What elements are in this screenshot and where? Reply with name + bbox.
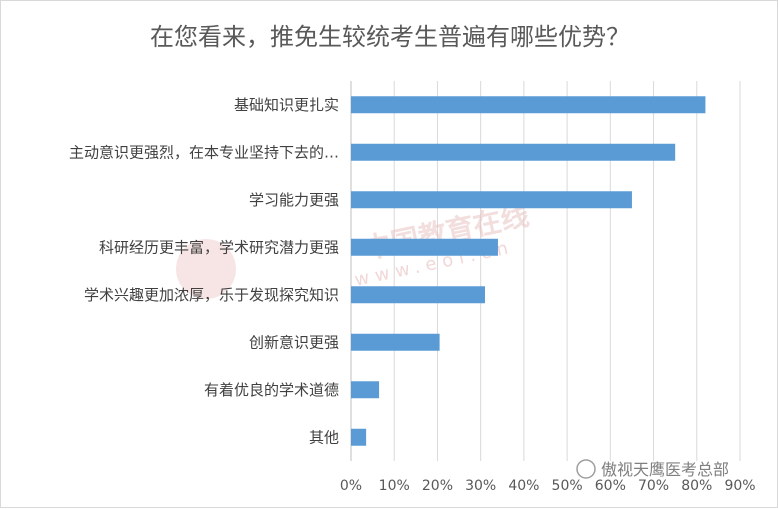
x-tick-label: 60% bbox=[595, 478, 626, 494]
bar bbox=[351, 143, 676, 161]
source-watermark: 傲视天鹰医考总部 bbox=[576, 459, 729, 479]
category-label: 学术兴趣更加浓厚，乐于发现探究知识 bbox=[84, 286, 339, 304]
category-label: 科研经历更丰富，学术研究潜力更强 bbox=[99, 238, 339, 256]
bar bbox=[351, 96, 706, 114]
x-tick-label: 10% bbox=[379, 478, 410, 494]
watermark-logo-icon bbox=[176, 239, 236, 299]
chart-title: 在您看来，推免生较统考生普遍有哪些优势？ bbox=[150, 23, 630, 51]
category-label: 基础知识更扎实 bbox=[234, 96, 339, 114]
category-label: 学习能力更强 bbox=[249, 191, 339, 209]
category-label: 其他 bbox=[309, 428, 339, 446]
x-axis-ticks: 0% 10% 20% 30% 40% 50% 60% 70% 80% 90% bbox=[340, 478, 756, 494]
x-tick-label: 90% bbox=[724, 478, 755, 494]
category-label: 有着优良的学术道德 bbox=[204, 381, 339, 399]
category-label: 主动意识更强烈，在本专业坚持下去的… bbox=[69, 143, 339, 161]
x-tick-label: 20% bbox=[422, 478, 453, 494]
bar bbox=[351, 238, 498, 256]
x-tick-label: 70% bbox=[638, 478, 669, 494]
bar bbox=[351, 428, 367, 446]
category-label: 创新意识更强 bbox=[249, 333, 339, 351]
bar bbox=[351, 333, 440, 351]
x-tick-label: 0% bbox=[340, 478, 362, 494]
source-label: 傲视天鹰医考总部 bbox=[601, 460, 729, 479]
bar bbox=[351, 381, 380, 399]
bar bbox=[351, 191, 632, 209]
bar bbox=[351, 286, 485, 304]
x-tick-label: 30% bbox=[465, 478, 496, 494]
wechat-icon bbox=[576, 459, 596, 479]
x-tick-label: 50% bbox=[552, 478, 583, 494]
x-tick-label: 80% bbox=[681, 478, 712, 494]
x-tick-label: 40% bbox=[508, 478, 539, 494]
bars bbox=[351, 96, 706, 446]
